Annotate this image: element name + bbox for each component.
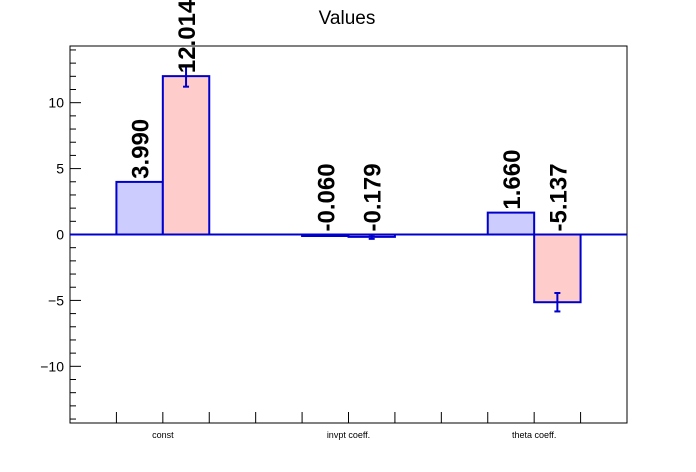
bar <box>161 75 211 236</box>
plot-area: −10 −5 0 5 10 const invpt coeff. theta coeff. 3.… <box>40 0 628 440</box>
y-tick-label: −10 <box>40 358 64 374</box>
data-label: -5.137 <box>545 163 572 231</box>
y-tick-label: 10 <box>48 95 64 111</box>
data-label: 1.660 <box>499 150 526 210</box>
data-label: 12.014 <box>174 0 201 73</box>
y-tick-label: 5 <box>56 161 64 177</box>
x-category-label: theta coeff. <box>512 430 556 440</box>
data-label: -0.060 <box>313 163 340 231</box>
bar <box>486 211 536 236</box>
data-label: -0.179 <box>360 163 387 231</box>
data-label: 3.990 <box>128 119 155 179</box>
x-category-label: const <box>152 430 174 440</box>
bar <box>533 233 582 304</box>
y-tick-label: 0 <box>56 227 64 243</box>
y-tick-label: −5 <box>48 292 64 308</box>
chart-title: Values <box>319 8 376 29</box>
x-category-label: invpt coeff. <box>327 430 370 440</box>
bar <box>115 180 164 236</box>
